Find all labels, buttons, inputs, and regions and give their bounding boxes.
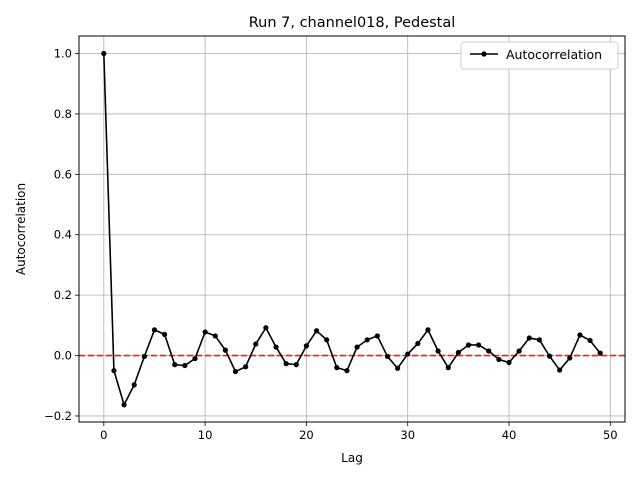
data-point bbox=[232, 368, 239, 375]
data-point bbox=[303, 343, 310, 349]
data-point bbox=[334, 365, 340, 371]
data-point bbox=[101, 50, 107, 57]
data-point bbox=[324, 337, 330, 343]
data-point bbox=[131, 382, 137, 388]
data-point bbox=[182, 362, 188, 369]
legend: Autocorrelation bbox=[460, 41, 619, 70]
data-point bbox=[151, 327, 158, 333]
data-point bbox=[445, 365, 451, 371]
data-point bbox=[415, 340, 421, 347]
data-point bbox=[263, 325, 269, 331]
chart-title: Run 7, channel018, Pedestal bbox=[249, 15, 456, 31]
x-tick-label: 0 bbox=[100, 428, 107, 442]
x-tick-label: 50 bbox=[603, 428, 618, 442]
data-point bbox=[172, 362, 178, 368]
data-point bbox=[476, 342, 482, 348]
data-point bbox=[546, 353, 553, 359]
data-point bbox=[567, 355, 573, 361]
data-point bbox=[587, 337, 593, 344]
data-point bbox=[283, 361, 289, 367]
data-point bbox=[354, 344, 360, 350]
y-tick-label: 0.6 bbox=[54, 167, 72, 181]
x-tick-label: 30 bbox=[400, 428, 415, 442]
data-point bbox=[273, 344, 279, 350]
data-point bbox=[161, 331, 168, 338]
legend-box bbox=[460, 41, 619, 70]
data-point bbox=[121, 402, 127, 408]
data-point bbox=[455, 349, 461, 356]
data-point bbox=[506, 359, 512, 366]
data-point bbox=[111, 368, 117, 374]
data-point bbox=[192, 355, 198, 362]
data-point bbox=[313, 328, 320, 334]
data-point bbox=[557, 367, 563, 373]
x-tick-label: 10 bbox=[198, 428, 213, 442]
data-point bbox=[374, 333, 380, 339]
data-point bbox=[425, 327, 431, 333]
y-tick-label: −0.2 bbox=[44, 409, 72, 423]
data-point bbox=[394, 365, 401, 371]
x-axis: 0 10 20 30 40 50 bbox=[100, 422, 618, 442]
data-point bbox=[141, 353, 147, 360]
x-axis-label: Lag bbox=[341, 451, 363, 465]
y-tick-label: 1.0 bbox=[54, 47, 72, 61]
y-tick-label: 0.0 bbox=[54, 349, 72, 363]
data-point bbox=[243, 364, 249, 370]
data-point bbox=[577, 332, 583, 338]
legend-label: Autocorrelation bbox=[506, 47, 602, 62]
y-axis-label: Autocorrelation bbox=[14, 183, 28, 275]
y-axis: −0.2 0.0 0.2 0.4 0.6 0.8 1.0 bbox=[44, 47, 79, 423]
x-tick-label: 40 bbox=[502, 428, 517, 442]
series-layer bbox=[101, 50, 603, 408]
data-point bbox=[364, 337, 370, 343]
data-point bbox=[222, 347, 228, 353]
plot-frame bbox=[78, 35, 626, 423]
data-point bbox=[536, 337, 543, 343]
data-point bbox=[496, 356, 502, 363]
data-point bbox=[435, 348, 441, 354]
data-point bbox=[405, 351, 411, 357]
x-tick-label: 20 bbox=[299, 428, 314, 442]
data-point bbox=[202, 329, 208, 335]
data-point bbox=[597, 350, 603, 356]
data-point bbox=[344, 368, 350, 374]
data-point bbox=[486, 348, 492, 354]
data-point bbox=[516, 348, 522, 354]
data-point bbox=[526, 335, 532, 341]
data-point bbox=[465, 342, 472, 348]
y-tick-label: 0.8 bbox=[54, 107, 72, 121]
y-tick-label: 0.4 bbox=[54, 228, 72, 242]
data-point bbox=[212, 333, 218, 339]
legend-marker-swatch bbox=[481, 51, 487, 57]
data-point bbox=[293, 362, 299, 368]
data-point bbox=[253, 341, 259, 347]
y-tick-label: 0.2 bbox=[54, 288, 72, 302]
data-point bbox=[384, 353, 391, 360]
